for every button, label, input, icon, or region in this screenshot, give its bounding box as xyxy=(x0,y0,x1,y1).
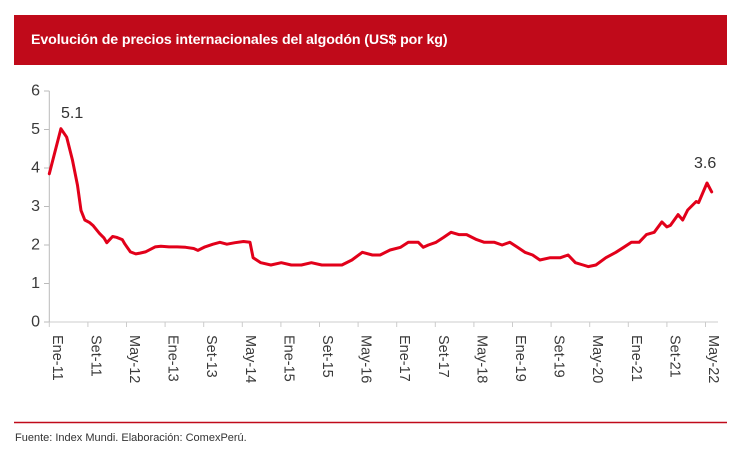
svg-text:May-16: May-16 xyxy=(358,335,374,383)
svg-text:3.6: 3.6 xyxy=(694,155,716,172)
svg-text:2: 2 xyxy=(31,237,40,254)
svg-text:Set-19: Set-19 xyxy=(551,335,567,378)
svg-text:Set-17: Set-17 xyxy=(435,335,451,378)
svg-text:May-12: May-12 xyxy=(126,335,142,383)
svg-text:4: 4 xyxy=(31,160,40,177)
svg-text:3: 3 xyxy=(31,198,40,215)
svg-text:Set-11: Set-11 xyxy=(87,335,103,377)
svg-text:0: 0 xyxy=(31,314,40,331)
svg-text:5: 5 xyxy=(31,121,40,138)
svg-text:6: 6 xyxy=(31,83,40,100)
svg-text:May-20: May-20 xyxy=(589,335,605,383)
svg-text:Ene-13: Ene-13 xyxy=(165,335,181,382)
svg-text:Ene-17: Ene-17 xyxy=(396,335,412,382)
svg-text:1: 1 xyxy=(31,275,40,292)
svg-text:Ene-19: Ene-19 xyxy=(512,335,528,382)
svg-text:May-14: May-14 xyxy=(242,335,258,383)
svg-text:Set-13: Set-13 xyxy=(203,335,219,378)
svg-text:Ene-11: Ene-11 xyxy=(49,335,65,381)
svg-text:Set-15: Set-15 xyxy=(319,335,335,378)
svg-text:5.1: 5.1 xyxy=(61,105,83,122)
svg-text:Set-21: Set-21 xyxy=(666,335,682,378)
svg-text:Ene-15: Ene-15 xyxy=(280,335,296,382)
svg-text:May-22: May-22 xyxy=(705,335,721,383)
svg-text:Ene-21: Ene-21 xyxy=(628,335,644,382)
svg-text:May-18: May-18 xyxy=(473,335,489,383)
